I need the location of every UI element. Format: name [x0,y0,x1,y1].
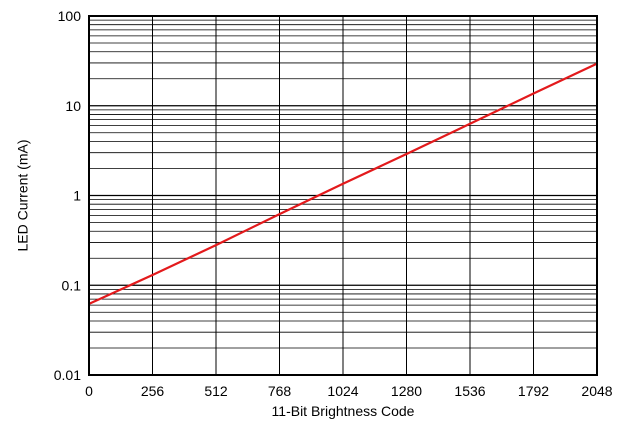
series-layer [88,62,598,305]
y-tick-label: 0.1 [62,277,82,293]
x-axis-label: 11-Bit Brightness Code [272,403,415,419]
x-tick-label: 1536 [454,383,485,399]
x-tick-label: 0 [85,383,93,399]
x-tick-label: 2048 [581,383,612,399]
x-tick-label: 512 [204,383,228,399]
x-tick-label: 256 [141,383,165,399]
series-line-0 [88,62,598,305]
x-tick-label: 1024 [327,383,358,399]
x-tick-label: 1792 [518,383,549,399]
x-tick-label: 1280 [391,383,422,399]
y-tick-label: 0.01 [54,367,81,383]
y-axis-label: LED Current (mA) [15,139,31,251]
y-tick-label: 100 [58,8,82,24]
y-tick-label: 1 [73,188,81,204]
x-tick-labels: 0 256 512 768 1024 1280 1536 1792 2048 [85,383,613,399]
x-tick-label: 768 [268,383,292,399]
y-tick-labels: 0.01 0.1 1 10 100 [54,8,81,383]
plot-frame [88,15,598,376]
y-tick-label: 10 [65,98,81,114]
